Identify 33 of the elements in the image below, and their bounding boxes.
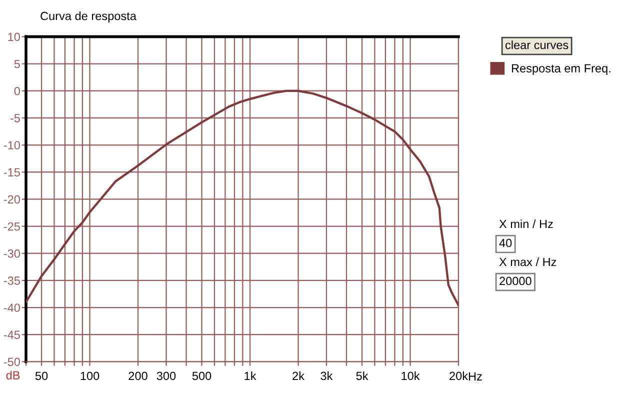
- y-tick-label: -35: [4, 276, 20, 285]
- x-axis-title: Hz: [468, 372, 482, 380]
- y-tick-label: 0: [14, 86, 20, 96]
- x-tick-label: 10k: [402, 371, 420, 380]
- x-tick-label: 300: [156, 372, 176, 380]
- x-tick-label: 20k: [450, 371, 468, 380]
- text: X max / Hz: [499, 257, 556, 266]
- chart-title: Curva de resposta: [40, 12, 136, 22]
- y-tick-label: -30: [4, 249, 20, 258]
- x-tick-label: 3k: [320, 371, 333, 380]
- x-tick-label: 100: [80, 372, 100, 380]
- y-tick-label: 10: [8, 32, 20, 42]
- y-tick-label: -20: [4, 195, 20, 204]
- text: 20000: [500, 276, 532, 286]
- text: X min / Hz: [499, 219, 553, 228]
- x-tick-label: 1k: [244, 371, 256, 380]
- y-tick-label: -45: [4, 330, 20, 340]
- y-tick-label: -25: [4, 222, 20, 231]
- y-tick-label: -50: [4, 358, 20, 366]
- text: clear curves: [506, 40, 568, 50]
- y-tick-label: -40: [4, 304, 20, 312]
- y-tick-label: -10: [4, 141, 20, 150]
- y-axis-title: dB: [6, 370, 20, 380]
- x-tick-label: 2k: [292, 371, 305, 380]
- x-tick-label: 200: [128, 372, 148, 380]
- x-tick-label: 5k: [356, 371, 368, 380]
- y-tick-label: 5: [14, 60, 20, 68]
- y-tick-label: -15: [4, 168, 20, 177]
- x-tick-label: 50: [35, 372, 48, 380]
- y-tick-label: -5: [10, 114, 20, 122]
- x-tick-label: 500: [192, 372, 212, 380]
- legend-label: Resposta em Freq.: [512, 64, 610, 75]
- text: 40: [499, 238, 512, 248]
